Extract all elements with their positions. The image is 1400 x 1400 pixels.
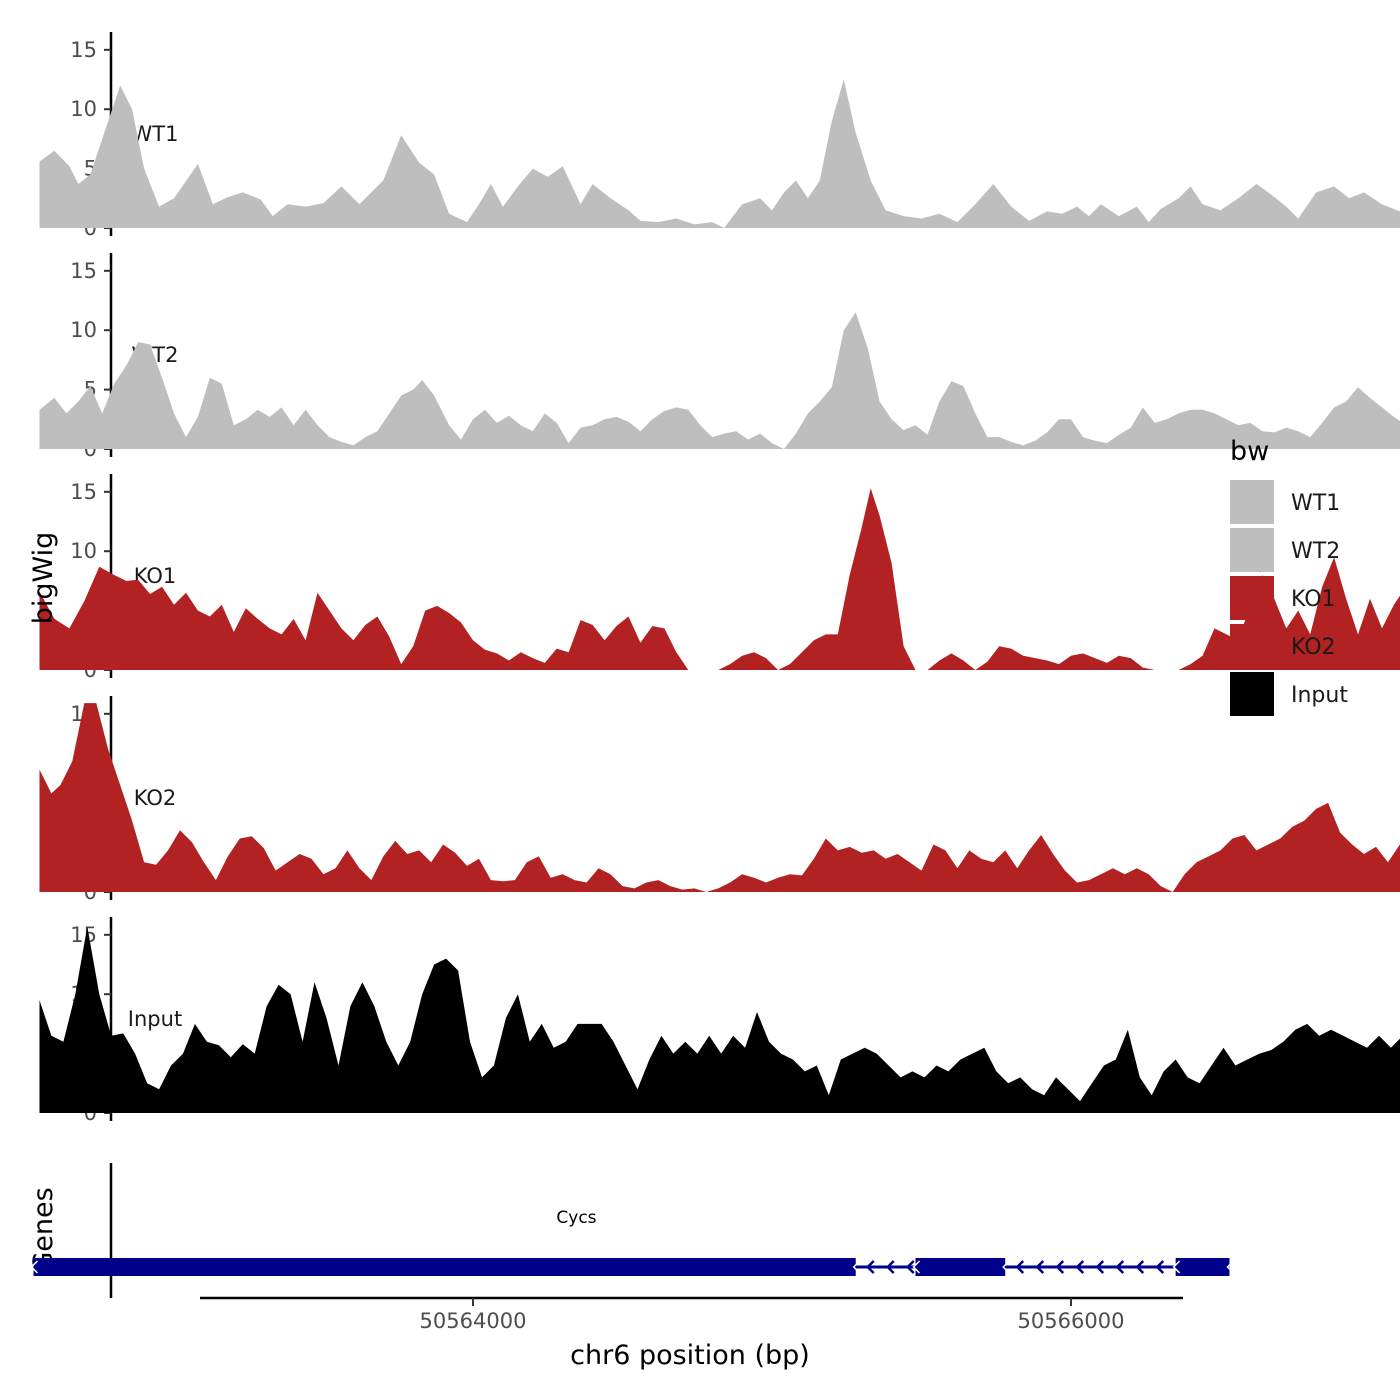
exon-strand-arrow — [1172, 1260, 1181, 1274]
strand-arrow — [885, 1260, 895, 1274]
x-axis-title: chr6 position (bp) — [570, 1340, 810, 1371]
legend-key-wt2 — [1230, 528, 1274, 572]
strand-arrow — [1075, 1260, 1085, 1274]
exon-strand-arrow — [30, 1260, 39, 1274]
area-ko1 — [39, 488, 1400, 670]
y-tick-label: 15 — [70, 259, 97, 283]
strand-arrow — [1015, 1260, 1025, 1274]
y-tick-label: 10 — [70, 539, 97, 563]
y-tick-label: 10 — [70, 318, 97, 342]
strand-arrow — [1135, 1260, 1145, 1274]
track-input: 051015Input — [39, 917, 1400, 1125]
y-tick-label: 15 — [70, 480, 97, 504]
legend-key-ko2 — [1230, 624, 1274, 668]
gene-exon — [915, 1258, 1006, 1276]
strand-arrow — [905, 1260, 915, 1274]
legend-label-ko2: KO2 — [1291, 635, 1336, 660]
exon-strand-arrow — [1002, 1260, 1010, 1274]
area-wt1 — [39, 79, 1400, 228]
legend-key-wt1 — [1230, 480, 1274, 524]
area-ko2 — [39, 703, 1400, 892]
legend-title: bw — [1230, 436, 1269, 467]
y-tick-label: 15 — [70, 38, 97, 62]
y-axis-title-bigwig: bigWig — [28, 532, 59, 625]
exon-strand-arrow — [912, 1260, 921, 1274]
strand-arrow — [1115, 1260, 1125, 1274]
track-wt1: 051015WT1 — [39, 32, 1400, 240]
strand-arrow — [1055, 1260, 1065, 1274]
gene-exon — [1175, 1258, 1230, 1276]
y-tick-label: 15 — [70, 923, 97, 947]
gene-track: Cycs — [30, 1163, 1235, 1298]
legend: bw WT1 WT2 KO1 KO2 Input — [1230, 436, 1348, 716]
track-label-wt1: WT1 — [132, 122, 179, 146]
gene-label-cycs: Cycs — [556, 1208, 596, 1228]
strand-arrow — [1155, 1260, 1165, 1274]
strand-arrow — [1095, 1260, 1105, 1274]
exon-strand-arrow — [1226, 1260, 1235, 1274]
legend-label-wt2: WT2 — [1291, 539, 1340, 564]
track-ko2: 051015KO2 — [39, 696, 1400, 904]
strand-arrow — [865, 1260, 875, 1274]
track-label-input: Input — [128, 1007, 182, 1031]
legend-label-ko1: KO1 — [1291, 587, 1336, 612]
track-label-ko2: KO2 — [134, 786, 177, 810]
bigwig-tracks: 051015WT1051015WT2051015KO1051015KO20510… — [39, 32, 1400, 1125]
track-ko1: 051015KO1 — [39, 474, 1400, 682]
strand-arrow — [1035, 1260, 1045, 1274]
x-tick-label: 50564000 — [420, 1309, 527, 1333]
legend-label-input: Input — [1291, 683, 1348, 708]
area-wt2 — [39, 312, 1400, 449]
track-wt2: 051015WT2 — [39, 253, 1400, 461]
legend-label-wt1: WT1 — [1291, 491, 1340, 516]
exon-strand-arrow — [852, 1260, 861, 1274]
gene-exon — [33, 1258, 856, 1276]
legend-key-ko1 — [1230, 576, 1274, 620]
area-input — [39, 926, 1400, 1113]
legend-key-input — [1230, 672, 1274, 716]
x-axis: 505640005056600050568000 — [200, 1296, 1183, 1333]
x-tick-label: 50566000 — [1018, 1309, 1125, 1333]
y-tick-label: 10 — [70, 97, 97, 121]
